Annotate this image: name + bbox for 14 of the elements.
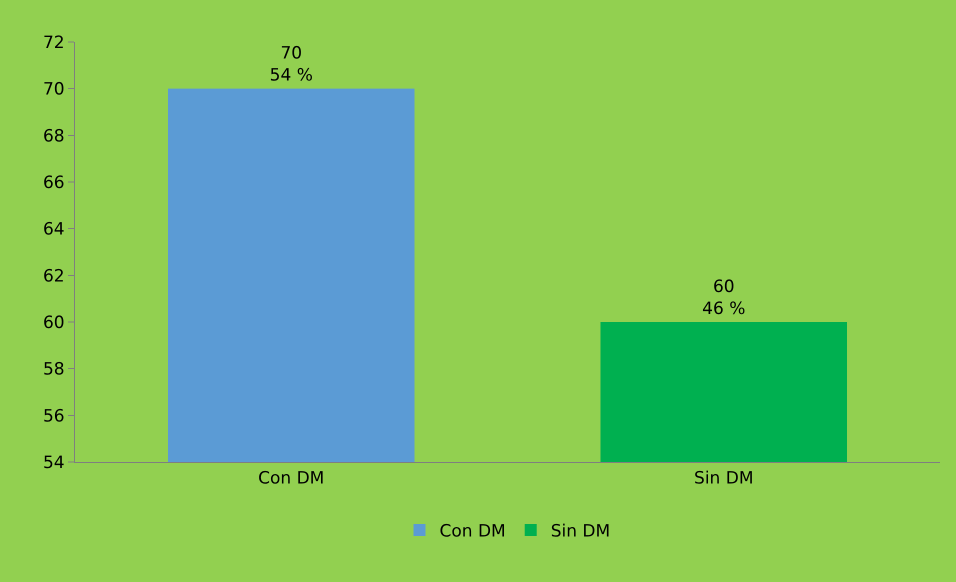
legend-label: Con DM xyxy=(440,522,506,542)
y-tick-label: 70 xyxy=(42,80,65,100)
data-label: 60 46 % xyxy=(702,276,746,319)
legend-label: Sin DM xyxy=(550,522,610,542)
y-tick-label: 54 xyxy=(42,452,65,473)
y-tick-label: 58 xyxy=(42,360,65,380)
data-label: 70 54 % xyxy=(270,44,313,86)
y-tick-label: 72 xyxy=(42,32,65,53)
y-tick-label: 66 xyxy=(42,172,65,193)
y-tick-label: 68 xyxy=(42,126,65,146)
y-tick-label: 60 xyxy=(42,312,65,333)
y-tick-label: 62 xyxy=(42,266,65,286)
y-tick-label: 64 xyxy=(42,220,65,240)
y-tick-label: 56 xyxy=(42,406,65,426)
